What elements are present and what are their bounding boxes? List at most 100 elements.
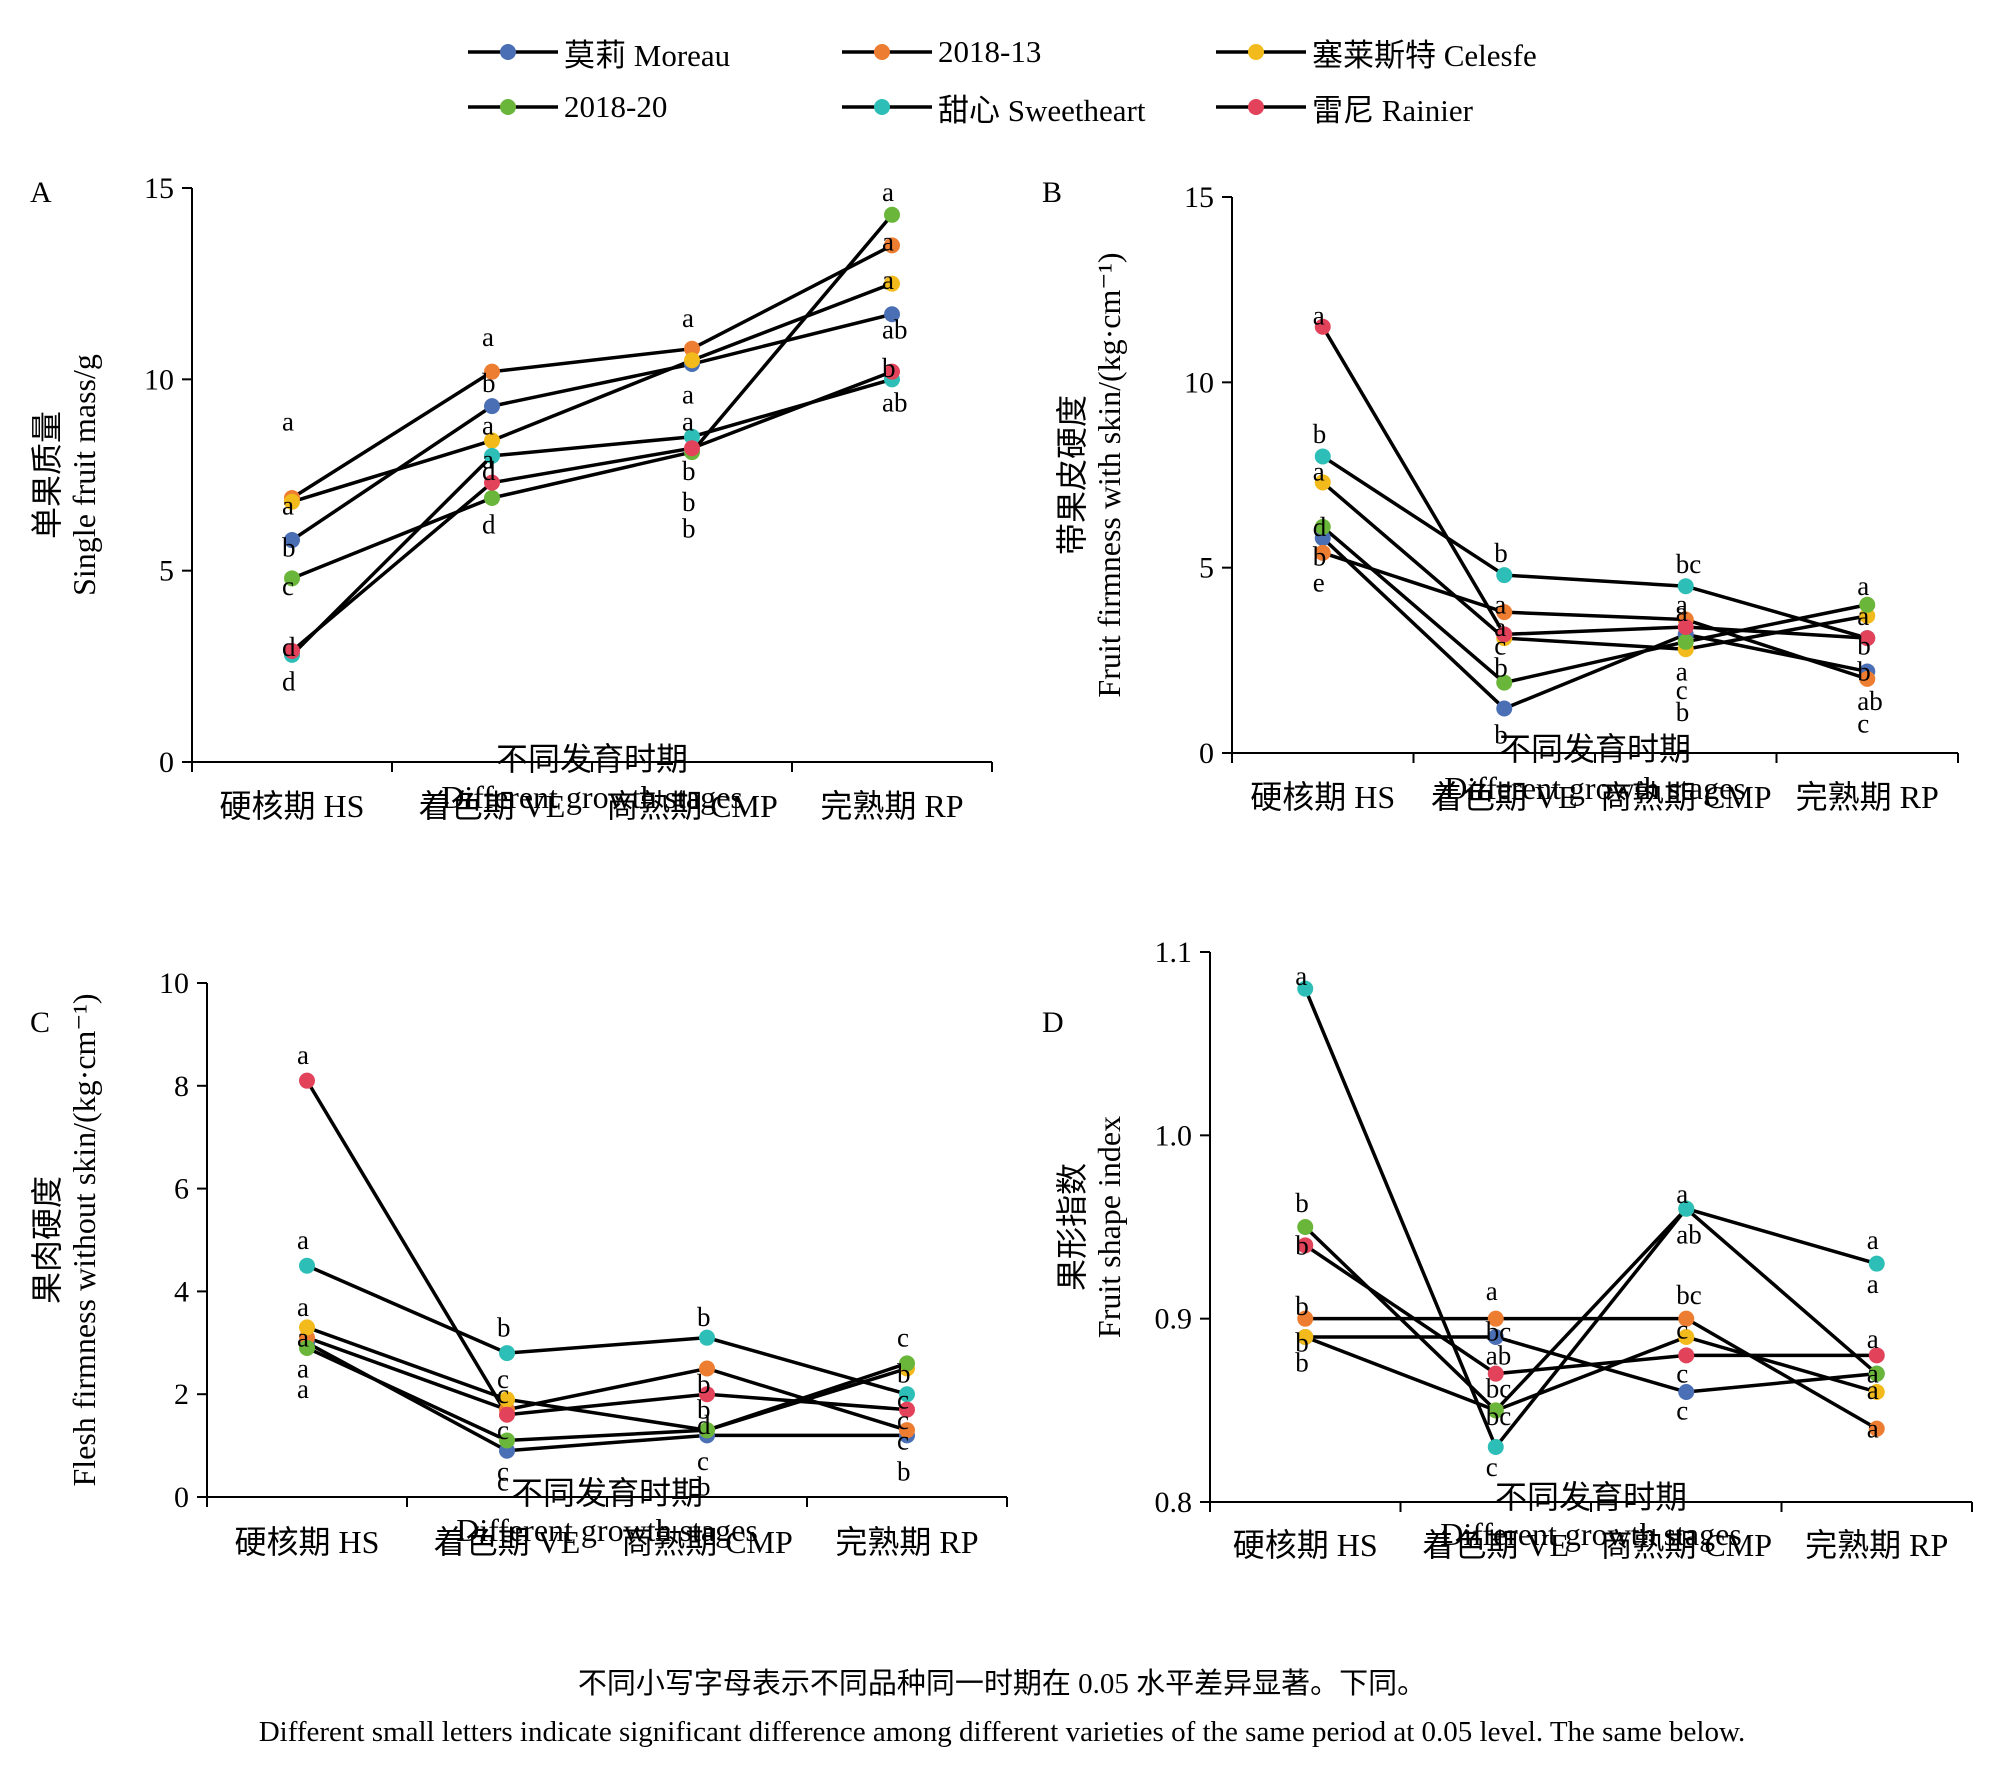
significance-letter: a [1313, 456, 1325, 486]
data-point [1314, 448, 1331, 465]
y-axis-title-en: Flesh firmness without skin/(kg·cm⁻¹) [66, 993, 102, 1486]
significance-letter: c [282, 571, 294, 601]
significance-letter: b [897, 1456, 911, 1486]
legend-item: 甜心 Sweetheart [842, 87, 1145, 128]
significance-letter: c [1486, 1452, 1498, 1482]
data-point [284, 493, 300, 510]
panel-a-single-fruit-mass: 0 5 10 15 硬核期 HS 着色期 VE 商熟期 CMP 完熟期 RP 不同发育时期Dif… [29, 172, 993, 824]
data-point [1314, 544, 1331, 561]
data-point [1859, 630, 1876, 647]
data-point [499, 1391, 515, 1408]
significance-letter: bc [1486, 1401, 1512, 1431]
y-tick-label: 4 [174, 1275, 189, 1308]
x-category-label: 商熟期 CMP [621, 1524, 793, 1560]
x-category-label: 商熟期 CMP [1600, 779, 1772, 815]
data-point [1868, 1420, 1885, 1437]
data-point [1678, 1384, 1695, 1400]
significance-letter: e [1313, 567, 1325, 597]
data-point [1496, 700, 1513, 717]
significance-letter: b [882, 353, 896, 383]
legend-item: 2018-13 [842, 32, 1041, 72]
data-point [1677, 578, 1694, 595]
significance-letter: c [1494, 631, 1506, 661]
series-line [1321, 536, 1868, 711]
significance-letter: c [897, 1405, 909, 1435]
significance-letter: b [1857, 631, 1871, 661]
significance-letter: ab [882, 315, 907, 345]
panel-d-fruit-shape-index: 0.8 0.9 1.0 1.1 硬核期 HS 着色期 VE 商熟期 CMP 完熟期 RP 不同发… [1042, 936, 1973, 1563]
significance-letter: b [682, 487, 696, 517]
significance-letter: a [1676, 1179, 1688, 1209]
legend-swatch [1216, 44, 1306, 60]
data-point [299, 1319, 315, 1336]
significance-letter: a [1676, 597, 1688, 627]
significance-letter: b [1494, 538, 1508, 568]
data-point [684, 352, 700, 369]
data-point [1314, 530, 1331, 547]
series-line [1304, 1335, 1878, 1413]
significance-letter: a [1867, 1324, 1879, 1354]
significance-letter: a [1295, 961, 1307, 991]
series-line [306, 1341, 907, 1453]
series-line [291, 213, 894, 580]
series-line [1321, 481, 1868, 651]
significance-letter: a [882, 177, 894, 207]
significance-letter: bc [1486, 1317, 1512, 1347]
significance-letter: a [1676, 656, 1688, 686]
y-tick-label: 15 [144, 172, 174, 205]
data-point [1859, 670, 1876, 687]
data-point [1314, 474, 1331, 491]
legend-label: 2018-13 [938, 34, 1042, 69]
data-point [1496, 567, 1513, 584]
chart-legend: 莫莉 Moreau 2018-13 塞莱斯特 Celesfe 2018-20 甜心 Sw… [0, 0, 2004, 140]
significance-letter: b [1494, 719, 1508, 749]
series-line [305, 1079, 908, 1417]
legend-swatch [842, 99, 932, 115]
y-axis-title-en: Single fruit mass/g [66, 354, 102, 596]
significance-letter: b [1295, 1291, 1309, 1321]
data-point [1487, 1365, 1504, 1382]
significance-letter: ab [1486, 1340, 1511, 1370]
legend-item: 塞莱斯特 Celesfe [1216, 32, 1537, 73]
data-point [1487, 1310, 1504, 1327]
significance-letter: d [482, 510, 496, 540]
significance-letter: a [297, 1292, 309, 1322]
x-category-label: 商熟期 CMP [606, 788, 778, 824]
significance-letter: a [1676, 590, 1688, 620]
significance-letter: a [1494, 612, 1506, 642]
significance-letter: b [682, 456, 696, 486]
series-line [1321, 325, 1868, 640]
data-point [484, 489, 500, 506]
series-line [1303, 987, 1878, 1451]
significance-letter: a [1867, 1225, 1879, 1255]
legend-item: 2018-20 [468, 87, 667, 127]
legend-swatch [468, 44, 558, 60]
significance-letter: c [497, 1364, 509, 1394]
significance-letter: a [282, 491, 294, 521]
y-tick-label: 1.0 [1155, 1119, 1193, 1152]
data-point [1678, 1329, 1695, 1345]
significance-letter: a [297, 1040, 309, 1070]
data-point [1496, 604, 1513, 621]
significance-letter: b [1857, 656, 1871, 686]
y-tick-label: 15 [1184, 181, 1214, 214]
panel-c-flesh-firmness: 0 2 4 6 8 10 硬核期 HS 着色期 VE 商熟期 CMP 完熟期 RP 不同发育时期Di… [29, 967, 1008, 1560]
legend-item: 莫莉 Moreau [468, 32, 730, 73]
significance-letter: b [697, 1369, 711, 1399]
y-tick-label: 5 [159, 555, 174, 588]
significance-letter: b [1313, 542, 1327, 572]
significance-letter: c [1676, 1315, 1688, 1345]
significance-letter: b [697, 1302, 711, 1332]
data-point [499, 1345, 515, 1362]
significance-letter: a [1857, 601, 1869, 631]
y-tick-label: 10 [159, 967, 189, 1000]
y-tick-label: 0 [174, 1481, 189, 1514]
y-tick-label: 0.9 [1155, 1303, 1193, 1336]
significance-letter: a [1867, 1375, 1879, 1405]
significance-letter: a [882, 265, 894, 295]
legend-label: 雷尼 Rainier [1312, 92, 1473, 128]
data-point [1868, 1365, 1885, 1382]
panel-label: D [1042, 1006, 1064, 1039]
significance-letter: b [1295, 1230, 1309, 1260]
significance-letter: c [1676, 675, 1688, 705]
